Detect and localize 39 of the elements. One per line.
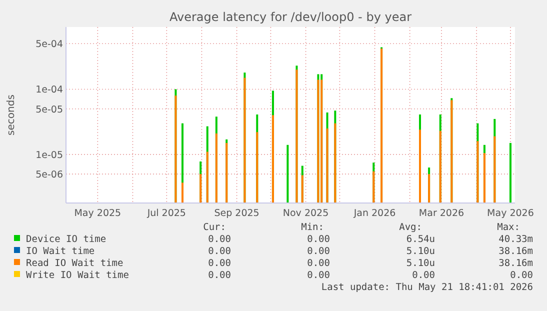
text: Avg: bbox=[399, 222, 422, 233]
x-tick-label: Sep 2025 bbox=[214, 208, 260, 219]
y-tick-label: 5e-06 bbox=[36, 170, 63, 181]
y-tick-label: 1e-04 bbox=[36, 84, 63, 96]
text: 0.00 bbox=[208, 246, 232, 257]
text: 38.16m bbox=[498, 258, 534, 269]
x-tick-label: Mar 2026 bbox=[418, 208, 464, 219]
y-axis-title: seconds bbox=[6, 94, 17, 136]
text: 5.10u bbox=[406, 258, 435, 269]
y-tick-label: 1e-05 bbox=[36, 150, 63, 161]
legend-label: Device IO time bbox=[26, 234, 106, 245]
text: Cur: bbox=[203, 222, 226, 233]
legend-label: Write IO Wait time bbox=[26, 270, 130, 281]
text: 6.54u bbox=[406, 234, 435, 245]
text: 0.00 bbox=[412, 270, 436, 281]
text: 0.00 bbox=[208, 270, 232, 281]
text: 0.00 bbox=[307, 246, 330, 257]
text: Max: bbox=[497, 222, 520, 233]
chart-title: Average latency for /dev/loop0 - by year bbox=[169, 10, 412, 24]
legend-label: IO Wait time bbox=[26, 246, 95, 257]
x-tick-label: Jan 2026 bbox=[352, 208, 396, 219]
text: Last update: Thu May 21 18:41:01 2026 bbox=[321, 282, 534, 293]
x-tick-label: May 2025 bbox=[74, 208, 122, 219]
text: Min: bbox=[301, 222, 324, 233]
text: 0.00 bbox=[307, 234, 330, 245]
text: 0.00 bbox=[307, 258, 330, 269]
text: 0.00 bbox=[208, 234, 232, 245]
text: 5.10u bbox=[406, 246, 435, 257]
text: 40.33m bbox=[498, 234, 534, 245]
legend-label: Read IO Wait time bbox=[26, 258, 124, 269]
text: 38.16m bbox=[498, 246, 534, 257]
x-tick-label: Nov 2025 bbox=[282, 208, 329, 219]
x-tick-label: Jul 2025 bbox=[146, 208, 186, 219]
text: 0.00 bbox=[510, 270, 534, 281]
y-tick-label: 5e-04 bbox=[36, 39, 63, 50]
x-tick-label: May 2026 bbox=[487, 208, 534, 219]
text: 0.00 bbox=[208, 258, 232, 269]
y-tick-label: 5e-05 bbox=[36, 104, 63, 116]
text: 0.00 bbox=[307, 270, 330, 281]
